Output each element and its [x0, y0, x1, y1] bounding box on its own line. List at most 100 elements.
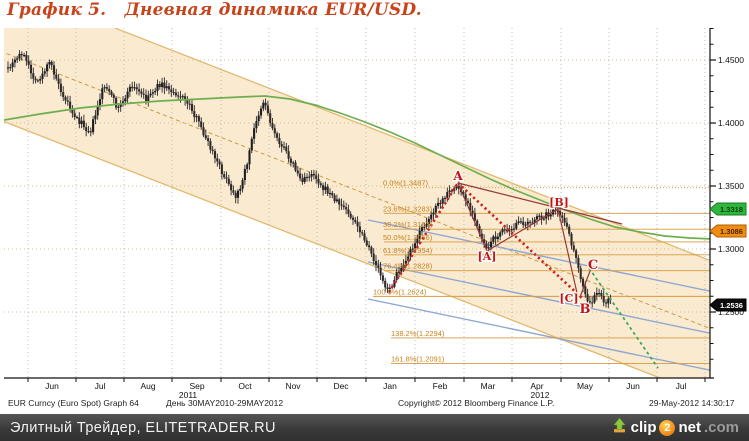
- month-label: Aug: [140, 381, 155, 391]
- candle-body: [522, 221, 525, 225]
- candle-body: [13, 59, 16, 63]
- candle-body: [273, 128, 276, 134]
- price-marker: [709, 298, 747, 312]
- candle-body: [450, 190, 453, 192]
- plot-area: [4, 28, 710, 378]
- candle-body: [372, 253, 375, 262]
- candle-body: [430, 214, 433, 219]
- candle-body: [216, 158, 219, 162]
- candle-body: [32, 73, 35, 79]
- y-axis-tick-label: 1.3500: [718, 181, 744, 191]
- candle-body: [303, 176, 306, 182]
- candle-body: [278, 137, 281, 144]
- candle-body: [480, 233, 483, 240]
- chart-title: График 5. Дневная динамика EUR/USD.: [7, 0, 422, 20]
- candle-body: [193, 111, 196, 118]
- candlestick-series: [6, 50, 612, 309]
- candle-body: [250, 138, 253, 151]
- candle-body: [133, 87, 136, 89]
- candle-body: [347, 209, 350, 214]
- candle-body: [280, 143, 283, 147]
- candle-body: [354, 219, 357, 222]
- candle-body: [448, 190, 451, 193]
- candle-body: [236, 190, 240, 198]
- candle-body: [144, 94, 148, 101]
- clip2net-digit-badge: 2: [659, 419, 676, 436]
- month-label: Jul: [676, 381, 687, 391]
- month-label: Sep: [189, 381, 204, 391]
- candle-body: [338, 199, 341, 205]
- candle-body: [289, 158, 292, 163]
- candle-body: [565, 222, 568, 227]
- candle-body: [368, 245, 371, 248]
- candle-body: [407, 256, 410, 261]
- candle-body: [6, 67, 10, 69]
- candle-body: [356, 221, 359, 227]
- candle-body: [197, 116, 200, 122]
- trend-line-blue: [367, 298, 710, 371]
- candle-body: [561, 215, 564, 218]
- candle-body: [386, 287, 389, 290]
- candle-body: [285, 146, 288, 152]
- candle-body: [73, 113, 76, 118]
- clip2net-tld: .com: [703, 419, 739, 436]
- candle-body: [156, 84, 159, 91]
- candle-body: [570, 233, 573, 246]
- candle-body: [319, 183, 322, 186]
- candle-body: [172, 92, 175, 94]
- candle-body: [149, 93, 152, 96]
- month-label: Oct: [238, 381, 252, 391]
- candle-body: [57, 78, 60, 84]
- candle-body: [575, 250, 578, 258]
- candle-body: [262, 102, 265, 109]
- candle-body: [418, 230, 421, 239]
- candle-body: [105, 87, 108, 89]
- candle-body: [443, 197, 447, 199]
- candle-body: [167, 86, 171, 90]
- fib-level-label: 38.2%(1.3157): [383, 220, 433, 229]
- candle-body: [25, 54, 28, 61]
- candle-body: [584, 286, 587, 295]
- candle-body: [358, 226, 361, 233]
- elliott-wave-line: [557, 208, 578, 294]
- candle-body: [179, 96, 182, 98]
- candle-body: [335, 199, 338, 202]
- candle-body: [62, 92, 65, 98]
- price-marker: [709, 202, 747, 216]
- candle-body: [400, 268, 403, 272]
- candle-body: [64, 97, 67, 101]
- candle-body: [397, 271, 401, 273]
- candle-body: [425, 223, 428, 227]
- fib-level-label: 0.0%(1.3487): [383, 179, 429, 188]
- candle-body: [388, 287, 391, 290]
- candle-body: [220, 164, 223, 175]
- fib-level-label: 100.0%(1.2624): [373, 287, 427, 296]
- candle-body: [131, 86, 134, 89]
- candle-body: [345, 207, 348, 210]
- candle-body: [184, 96, 187, 101]
- y-axis-tick-label: 1.3000: [718, 244, 744, 254]
- candle-body: [333, 195, 336, 202]
- candle-body: [282, 146, 286, 148]
- candle-body: [138, 89, 141, 92]
- candle-body: [266, 105, 269, 114]
- price-marker-label: 1.3086: [720, 227, 743, 236]
- fib-level-label: 61.8%(1.2954): [383, 246, 433, 255]
- candle-body: [255, 121, 258, 129]
- candle-body: [170, 89, 173, 93]
- candle-body: [41, 73, 44, 80]
- candle-body: [11, 62, 14, 68]
- candle-body: [202, 127, 205, 136]
- month-label: Apr: [530, 381, 543, 391]
- candle-body: [101, 88, 104, 100]
- channel-lower-edge: [4, 120, 661, 378]
- wave-label: B: [580, 302, 591, 317]
- elliott-wave-line: [579, 265, 593, 298]
- clip2net-logo[interactable]: clip 2 net .com: [611, 417, 739, 438]
- footer-timestamp-label: 29-May-2012 14:30:17: [649, 398, 735, 408]
- candle-body: [483, 239, 486, 244]
- branding-bar: Элитный Трейдер, ELITETRADER.RU clip 2 n…: [0, 414, 749, 441]
- price-marker-label: 1.2536: [720, 301, 743, 310]
- month-label: Nov: [285, 381, 301, 391]
